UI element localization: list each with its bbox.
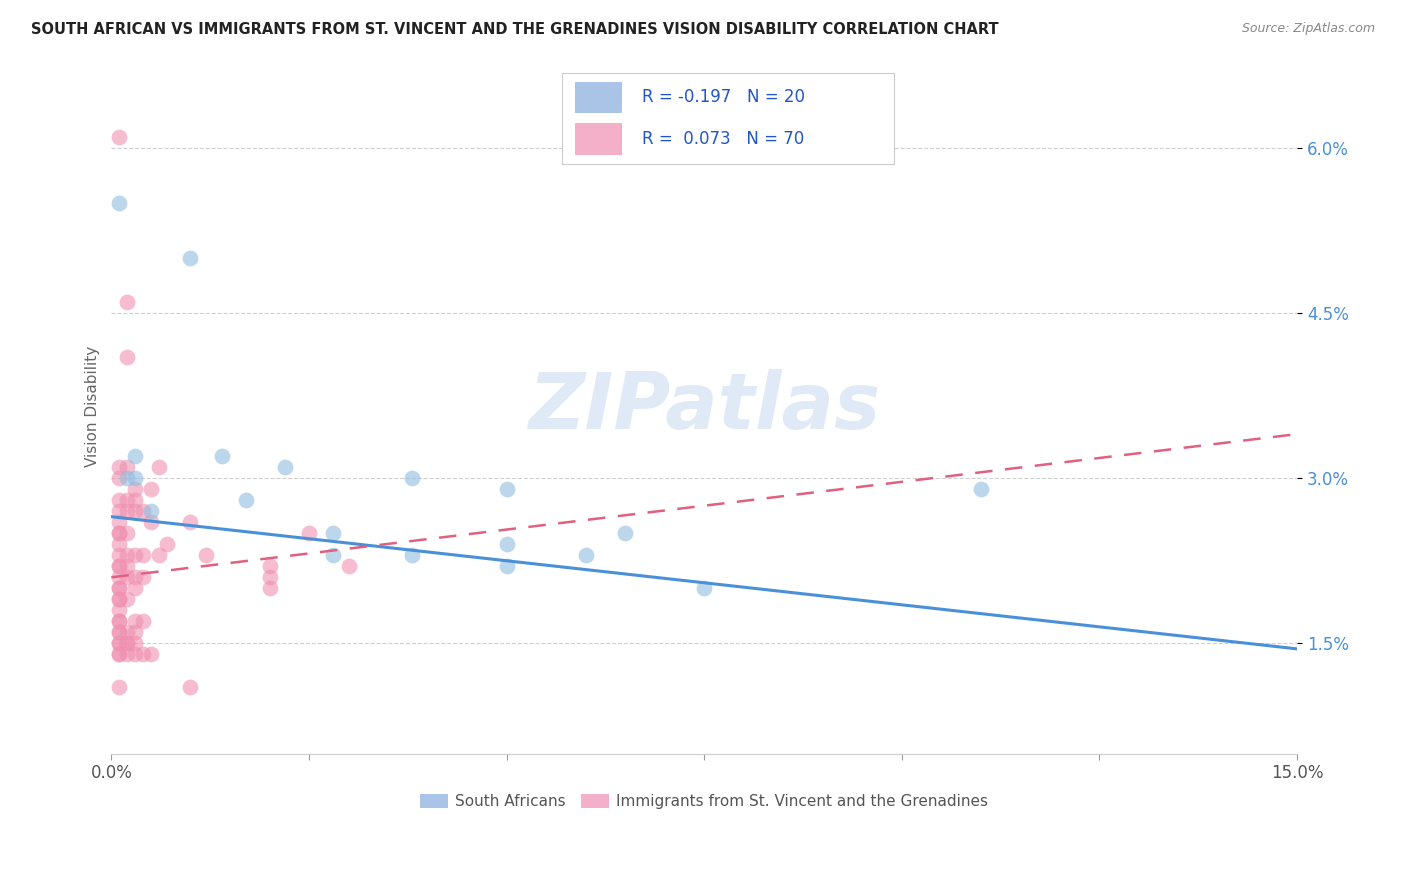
Point <box>495 482 517 496</box>
Point <box>108 129 131 144</box>
Point <box>179 251 201 265</box>
Point <box>115 625 138 640</box>
Point <box>124 504 146 518</box>
Point <box>124 625 146 640</box>
Point <box>115 636 138 650</box>
Point <box>401 471 423 485</box>
Point <box>108 559 131 574</box>
Point <box>124 482 146 496</box>
Point <box>179 515 201 529</box>
Point <box>108 460 131 475</box>
Y-axis label: Vision Disability: Vision Disability <box>86 346 100 467</box>
Point <box>115 350 138 364</box>
Point <box>322 548 344 562</box>
Point <box>115 592 138 607</box>
Point <box>211 449 233 463</box>
Point <box>259 559 281 574</box>
Point <box>235 493 257 508</box>
Point <box>124 493 146 508</box>
Point <box>156 537 179 551</box>
Point <box>108 195 131 210</box>
Point <box>108 559 131 574</box>
Point <box>139 648 162 662</box>
Point <box>132 615 155 629</box>
Point <box>322 526 344 541</box>
Point <box>108 526 131 541</box>
Point <box>575 548 598 562</box>
Point <box>115 559 138 574</box>
Point <box>108 526 131 541</box>
Point <box>108 504 131 518</box>
Point <box>148 548 170 562</box>
Point <box>124 648 146 662</box>
Point <box>693 582 716 596</box>
Point <box>115 471 138 485</box>
Point <box>495 559 517 574</box>
Point <box>108 592 131 607</box>
Point <box>115 526 138 541</box>
Point <box>124 582 146 596</box>
Point <box>108 636 131 650</box>
Point <box>124 570 146 584</box>
Point <box>259 570 281 584</box>
Point <box>115 460 138 475</box>
Point <box>148 460 170 475</box>
Point <box>259 582 281 596</box>
Point <box>115 294 138 309</box>
Point <box>108 471 131 485</box>
Point <box>115 648 138 662</box>
Point <box>124 615 146 629</box>
Point <box>124 636 146 650</box>
Point <box>337 559 360 574</box>
Point <box>132 548 155 562</box>
Point <box>108 582 131 596</box>
Point <box>108 625 131 640</box>
Point <box>108 681 131 695</box>
Point <box>108 648 131 662</box>
Point <box>124 471 146 485</box>
Point <box>970 482 993 496</box>
Text: ZIPatlas: ZIPatlas <box>529 368 880 444</box>
Point <box>108 493 131 508</box>
Point <box>108 592 131 607</box>
Point <box>132 648 155 662</box>
Point <box>108 537 131 551</box>
Point <box>132 504 155 518</box>
Point <box>401 548 423 562</box>
Legend: South Africans, Immigrants from St. Vincent and the Grenadines: South Africans, Immigrants from St. Vinc… <box>413 788 994 815</box>
Text: Source: ZipAtlas.com: Source: ZipAtlas.com <box>1241 22 1375 36</box>
Point <box>115 636 138 650</box>
Point <box>139 515 162 529</box>
Point <box>115 548 138 562</box>
Point <box>108 603 131 617</box>
Point <box>108 636 131 650</box>
Point <box>108 615 131 629</box>
Point <box>108 615 131 629</box>
Point <box>115 570 138 584</box>
Point <box>115 504 138 518</box>
Point <box>274 460 297 475</box>
Point <box>108 625 131 640</box>
Text: SOUTH AFRICAN VS IMMIGRANTS FROM ST. VINCENT AND THE GRENADINES VISION DISABILIT: SOUTH AFRICAN VS IMMIGRANTS FROM ST. VIN… <box>31 22 998 37</box>
Point <box>108 570 131 584</box>
Point <box>495 537 517 551</box>
Point <box>115 493 138 508</box>
Point <box>139 504 162 518</box>
Point <box>179 681 201 695</box>
Point <box>108 648 131 662</box>
Point <box>108 582 131 596</box>
Point <box>108 515 131 529</box>
Point <box>298 526 321 541</box>
Point <box>139 482 162 496</box>
Point <box>614 526 637 541</box>
Point <box>132 570 155 584</box>
Point <box>124 548 146 562</box>
Point <box>195 548 218 562</box>
Point <box>108 548 131 562</box>
Point <box>124 449 146 463</box>
